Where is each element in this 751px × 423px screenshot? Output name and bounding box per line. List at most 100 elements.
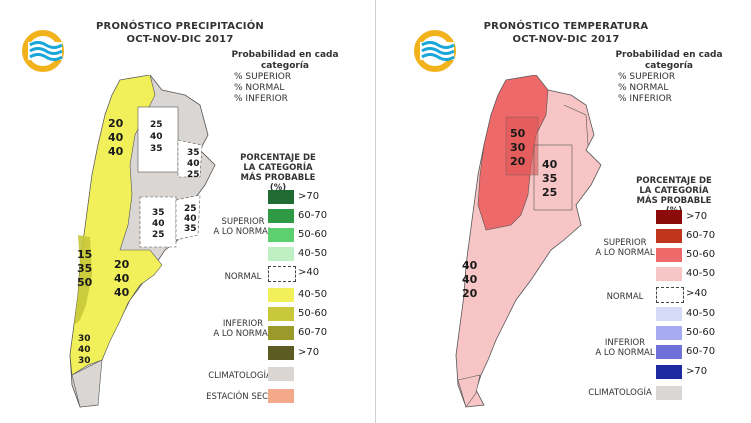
nw-normal: 30	[510, 141, 526, 154]
category-estacion-seca: ESTACIÓN SECA	[206, 392, 274, 402]
legend-label: 50-60	[686, 249, 716, 260]
south-normal: 40	[78, 345, 91, 355]
legend-label: 40-50	[686, 268, 716, 279]
legend-swatch	[656, 345, 682, 359]
centralbox-inferior: 25	[152, 230, 165, 240]
region-nw-values: 20 40 40	[108, 117, 124, 158]
nw-normal: 40	[108, 131, 124, 144]
legend-title: PORCENTAJE DE LA CATEGORÍA MÁS PROBABLE …	[238, 153, 318, 193]
category-superior: SUPERIOR A LO NORMAL	[590, 238, 660, 258]
legend-title-3: MÁS PROBABLE (%)	[240, 173, 316, 193]
prob-normal: % NORMAL	[234, 83, 285, 93]
title-line-2: OCT-NOV-DIC 2017	[512, 34, 620, 45]
legend-swatch	[656, 307, 682, 321]
center-superior: 25	[150, 120, 163, 130]
nw-inferior: 20	[510, 155, 526, 168]
south-inferior: 30	[78, 356, 91, 366]
nw-superior: 20	[108, 117, 124, 130]
prob-superior: % SUPERIOR	[234, 72, 292, 82]
centralbox-superior: 35	[152, 208, 165, 218]
east-superior: 35	[187, 148, 200, 158]
region-centralbox-values: 35 40 25	[152, 208, 165, 240]
prob-superior: % SUPERIOR	[618, 72, 676, 82]
legend-label: 60-70	[298, 210, 328, 221]
cat-inferior-1: INFERIOR	[222, 319, 264, 329]
region-patagonia-c-values: 20 40 40	[114, 258, 130, 299]
legend-swatch	[656, 229, 682, 243]
legend-label: 50-60	[298, 308, 328, 319]
region-center-values: 25 40 35	[150, 120, 163, 154]
legend-swatch	[268, 389, 294, 403]
cat-inferior-2: A LO NORMAL	[595, 348, 655, 358]
legend-title-2: LA CATEGORÍA	[639, 186, 709, 196]
legend-swatch	[656, 326, 682, 340]
prob-header-2: categoría	[644, 61, 694, 71]
pat-superior: 40	[462, 259, 478, 272]
rightbox-superior: 25	[184, 204, 197, 214]
legend-swatch	[268, 367, 294, 381]
legend-swatch	[268, 266, 296, 282]
south-superior: 30	[78, 334, 91, 344]
legend-label: 40-50	[298, 289, 328, 300]
region-east-values: 35 40 25	[187, 148, 200, 180]
legend-label: 60-70	[686, 230, 716, 241]
center-superior: 40	[542, 158, 558, 171]
probability-note: Probabilidad en cada categoría % SUPERIO…	[614, 50, 724, 105]
prob-inferior: % INFERIOR	[234, 94, 288, 104]
region-center-values: 40 35 25	[542, 158, 558, 199]
legend-label: 40-50	[298, 248, 328, 259]
category-normal: NORMAL	[606, 292, 644, 302]
prob-header: Probabilidad en cada	[615, 50, 723, 60]
legend-label: >40	[298, 267, 320, 278]
center-inferior: 35	[150, 144, 163, 154]
legend-swatch	[656, 267, 682, 281]
prob-inferior: % INFERIOR	[618, 94, 672, 104]
center-normal: 35	[542, 172, 557, 185]
rightbox-normal: 40	[184, 214, 197, 224]
legend-label: 40-50	[686, 308, 716, 319]
pat-normal: 40	[462, 273, 478, 286]
legend-title-2: LA CATEGORÍA	[243, 163, 313, 173]
legend-label: >70	[686, 366, 708, 377]
region-south-values: 30 40 30	[78, 334, 91, 366]
cat-superior-2: A LO NORMAL	[213, 227, 273, 237]
legend-swatch	[268, 209, 294, 223]
legend-label: 50-60	[298, 229, 328, 240]
category-climatologia: CLIMATOLOGÍA	[588, 388, 652, 398]
patw-inferior: 50	[77, 276, 93, 289]
legend-swatch	[268, 247, 294, 261]
centralbox-normal: 40	[152, 219, 165, 229]
map-title: PRONÓSTICO TEMPERATURA OCT-NOV-DIC 2017	[456, 20, 676, 46]
patc-superior: 20	[114, 258, 130, 271]
cat-inferior-2: A LO NORMAL	[213, 329, 273, 339]
legend-swatch	[656, 287, 684, 303]
legend-label: >40	[686, 288, 708, 299]
region-patagonia-values: 40 40 20	[462, 259, 478, 300]
legend-swatch	[656, 248, 682, 262]
region-nw-values: 50 30 20	[510, 127, 526, 168]
legend-swatch	[268, 228, 294, 242]
cat-inferior-1: INFERIOR	[604, 338, 646, 348]
prob-normal: % NORMAL	[618, 83, 669, 93]
title-line-1: PRONÓSTICO TEMPERATURA	[483, 21, 649, 32]
nw-superior: 50	[510, 127, 526, 140]
cat-superior-1: SUPERIOR	[603, 238, 647, 248]
legend-swatch	[268, 326, 294, 340]
category-inferior: INFERIOR A LO NORMAL	[590, 338, 660, 358]
smn-logo-icon	[414, 30, 456, 72]
legend-swatch	[656, 365, 682, 379]
temperature-panel: PRONÓSTICO TEMPERATURA OCT-NOV-DIC 2017 …	[376, 0, 751, 423]
legend-swatch	[268, 288, 294, 302]
precipitation-panel: PRONÓSTICO PRECIPITACIÓN OCT-NOV-DIC 201…	[22, 0, 376, 423]
category-superior: SUPERIOR A LO NORMAL	[208, 217, 278, 237]
cat-superior-2: A LO NORMAL	[595, 248, 655, 258]
prob-header-2: categoría	[260, 61, 310, 71]
legend-swatch	[656, 210, 682, 224]
title-line-1: PRONÓSTICO PRECIPITACIÓN	[96, 21, 264, 32]
legend-swatch	[268, 307, 294, 321]
east-inferior: 25	[187, 170, 200, 180]
legend-swatch	[268, 190, 294, 204]
patc-inferior: 40	[114, 286, 130, 299]
cat-superior-1: SUPERIOR	[221, 217, 265, 227]
patw-normal: 35	[77, 262, 92, 275]
